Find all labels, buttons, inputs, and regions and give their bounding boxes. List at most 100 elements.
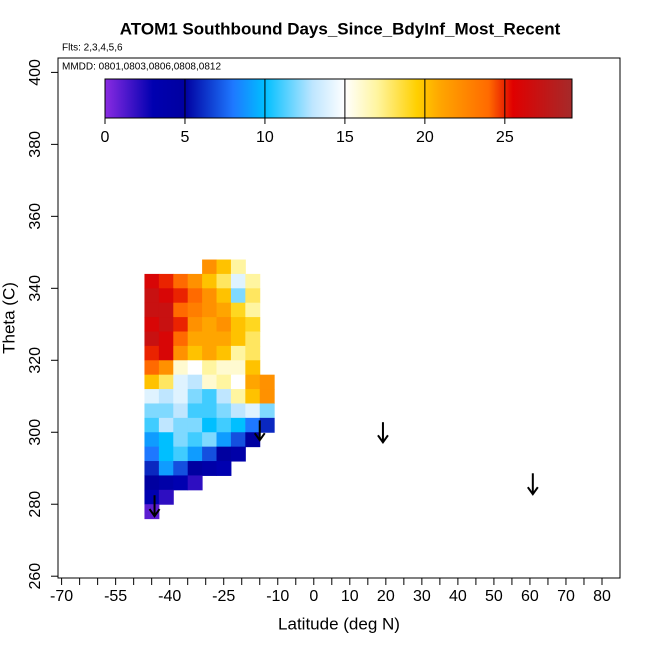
heatmap-cell [245, 302, 261, 318]
heatmap-cell [202, 446, 218, 462]
heatmap-cell [230, 417, 246, 433]
x-axis-label: Latitude (deg N) [278, 614, 400, 633]
heatmap-cell [230, 360, 246, 376]
heatmap-cell [144, 273, 160, 289]
heatmap-cell [173, 302, 189, 318]
heatmap-cell [158, 389, 174, 404]
heatmap-cell [216, 360, 232, 376]
heatmap-cell [187, 273, 203, 289]
heatmap-cell [202, 302, 218, 318]
y-tick-label: 360 [27, 203, 44, 230]
heatmap-cell [144, 417, 160, 433]
heatmap-cell [158, 360, 174, 376]
heatmap-cell [216, 345, 232, 361]
colorbar-tick-label: 10 [256, 129, 274, 146]
y-tick-label: 300 [27, 419, 44, 446]
heatmap-cell [216, 273, 232, 289]
colorbar-tick-label: 20 [416, 129, 434, 146]
x-tick-label: 50 [485, 588, 503, 605]
heatmap-cell [144, 345, 160, 361]
x-tick-label: -25 [212, 588, 235, 605]
heatmap-cell [216, 446, 232, 462]
y-axis-label: Theta (C) [0, 282, 18, 354]
heatmap-cell [202, 403, 218, 419]
heatmap-cell [259, 417, 275, 433]
heatmap-cell [230, 403, 246, 419]
heatmap-cell [259, 389, 275, 404]
y-tick-label: 380 [27, 131, 44, 158]
heatmap-cell [216, 302, 232, 318]
heatmap-cell [173, 331, 189, 347]
heatmap-cell [230, 389, 246, 404]
heatmap-cell [144, 403, 160, 419]
arrow [377, 422, 389, 445]
y-tick-label: 400 [27, 59, 44, 86]
heatmap-cell [158, 432, 174, 448]
heatmap-cell [202, 360, 218, 376]
heatmap-cell [144, 331, 160, 347]
heatmap-cell [202, 317, 218, 332]
heatmap-cell [216, 403, 232, 419]
heatmap-cell [158, 489, 174, 505]
heatmap-cell [173, 475, 189, 491]
heatmap-cell [202, 417, 218, 433]
heatmap-cell [230, 374, 246, 390]
heatmap-cell [173, 461, 189, 476]
heatmap-cell [187, 317, 203, 332]
x-tick-label: 70 [557, 588, 575, 605]
heatmap-cell [202, 259, 218, 275]
heatmap-cell [173, 403, 189, 419]
arrow-head [148, 508, 161, 518]
x-tick-label: 40 [449, 588, 467, 605]
subtitle: Flts: 2,3,4,5,6 [62, 43, 123, 54]
heatmap-cell [173, 374, 189, 390]
heatmap-cell [202, 345, 218, 361]
heatmap-cell [158, 461, 174, 476]
heatmap-cell [245, 374, 261, 390]
colorbar-tick-label: 25 [496, 129, 514, 146]
heatmap-cell [144, 302, 160, 318]
heatmap-cell [158, 302, 174, 318]
heatmap-cell [187, 302, 203, 318]
heatmap-cell [245, 403, 261, 419]
heatmap-cell [187, 446, 203, 462]
heatmap-cell [245, 432, 261, 448]
heatmap-cell [144, 461, 160, 476]
heatmap-cell [245, 288, 261, 304]
heatmap-cell [230, 288, 246, 304]
heatmap-cell [245, 317, 261, 332]
heatmap-cell [216, 317, 232, 332]
heatmap-cell [245, 331, 261, 347]
heatmap-cell [187, 288, 203, 304]
heatmap-cell [230, 446, 246, 462]
heatmap-cell [173, 345, 189, 361]
heatmap-cell [187, 331, 203, 347]
heatmap-cell [144, 489, 160, 505]
annotation: MMDD: 0801,0803,0806,0808,0812 [62, 62, 221, 73]
heatmap-cell [245, 273, 261, 289]
arrow-head [527, 486, 539, 496]
heatmap-cell [230, 331, 246, 347]
heatmap-cell [187, 374, 203, 390]
heatmap-cell [230, 259, 246, 275]
heatmap-cell [230, 302, 246, 318]
heatmap-cell [187, 432, 203, 448]
x-tick-label: 80 [593, 588, 611, 605]
x-tick-label: 60 [521, 588, 539, 605]
heatmap-cell [173, 360, 189, 376]
heatmap-cell [144, 475, 160, 491]
heatmap-cell [158, 374, 174, 390]
heatmap-cell [187, 461, 203, 476]
x-tick-label: -55 [104, 588, 127, 605]
heatmap-cell [259, 374, 275, 390]
heatmap-cell [245, 345, 261, 361]
heatmap-cell [245, 389, 261, 404]
heatmap-cell [230, 345, 246, 361]
heatmap-cell [230, 317, 246, 332]
heatmap-cell [144, 317, 160, 332]
heatmap-cell [144, 360, 160, 376]
x-tick-label: 0 [309, 588, 318, 605]
x-tick-label: 30 [413, 588, 431, 605]
heatmap-cell [158, 417, 174, 433]
heatmap-cell [230, 273, 246, 289]
